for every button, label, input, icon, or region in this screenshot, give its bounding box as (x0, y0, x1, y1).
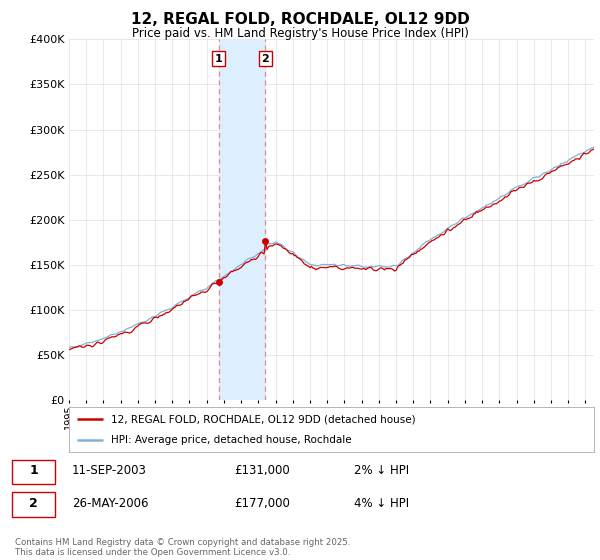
Text: 11-SEP-2003: 11-SEP-2003 (72, 464, 147, 478)
Text: 1: 1 (215, 54, 223, 64)
Text: 1: 1 (29, 464, 38, 478)
Text: 2: 2 (262, 54, 269, 64)
FancyBboxPatch shape (12, 492, 55, 517)
Text: £177,000: £177,000 (234, 497, 290, 510)
Text: 12, REGAL FOLD, ROCHDALE, OL12 9DD: 12, REGAL FOLD, ROCHDALE, OL12 9DD (131, 12, 469, 27)
Bar (218, 39, 265, 400)
Text: 2: 2 (29, 497, 38, 510)
Text: HPI: Average price, detached house, Rochdale: HPI: Average price, detached house, Roch… (111, 435, 352, 445)
Text: 4% ↓ HPI: 4% ↓ HPI (354, 497, 409, 510)
Text: £131,000: £131,000 (234, 464, 290, 478)
Text: 2% ↓ HPI: 2% ↓ HPI (354, 464, 409, 478)
Text: Contains HM Land Registry data © Crown copyright and database right 2025.
This d: Contains HM Land Registry data © Crown c… (15, 538, 350, 557)
FancyBboxPatch shape (12, 460, 55, 484)
Text: 26-MAY-2006: 26-MAY-2006 (72, 497, 149, 510)
Text: Price paid vs. HM Land Registry's House Price Index (HPI): Price paid vs. HM Land Registry's House … (131, 27, 469, 40)
Text: 12, REGAL FOLD, ROCHDALE, OL12 9DD (detached house): 12, REGAL FOLD, ROCHDALE, OL12 9DD (deta… (111, 414, 416, 424)
